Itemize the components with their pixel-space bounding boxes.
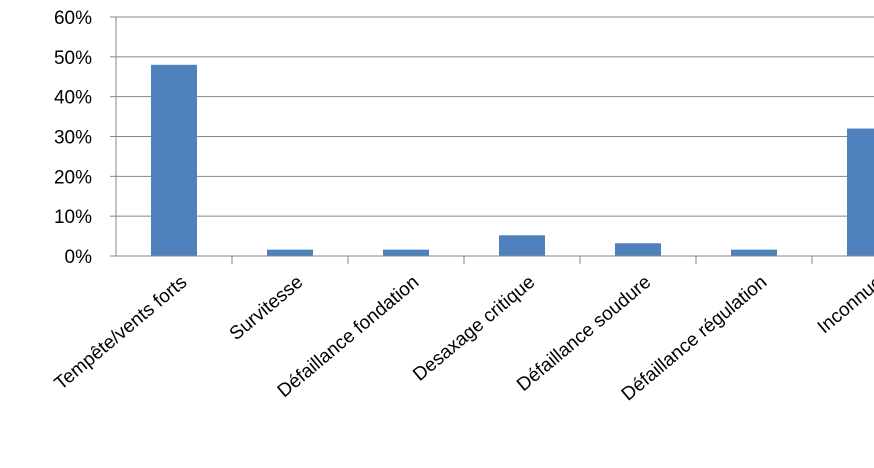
x-category-label: Inconnue xyxy=(814,272,874,338)
bar xyxy=(499,235,545,256)
gridlines xyxy=(116,16,874,217)
x-category-label: Desaxage critique xyxy=(409,272,539,386)
x-category-label: Tempête/vents forts xyxy=(51,272,192,395)
y-tick-label: 60% xyxy=(54,8,92,29)
axes xyxy=(110,16,874,264)
x-axis-category-labels: Tempête/vents forts SurvitesseDéfaillance… xyxy=(51,272,874,406)
y-axis-tick-labels: 0% 10% 20% 30% 40% 50% 60% xyxy=(54,8,92,268)
bar xyxy=(615,243,661,256)
bar xyxy=(847,128,874,256)
y-tick-label: 40% xyxy=(54,88,92,109)
bar xyxy=(383,249,429,256)
y-tick-label: 20% xyxy=(54,167,92,188)
y-tick-label: 0% xyxy=(65,247,93,268)
bar xyxy=(731,249,777,256)
x-category-label: Survitesse xyxy=(226,272,307,345)
y-tick-label: 30% xyxy=(54,128,92,149)
bar xyxy=(151,64,197,256)
bars xyxy=(151,64,874,256)
y-tick-label: 10% xyxy=(54,207,92,228)
bar xyxy=(267,249,313,256)
y-tick-label: 50% xyxy=(54,48,92,69)
